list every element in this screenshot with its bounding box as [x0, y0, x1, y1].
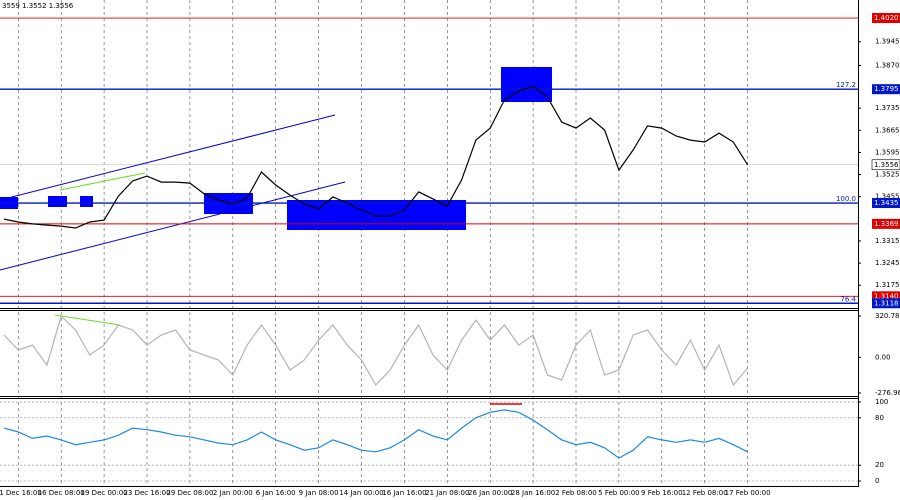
- y-tick-label: 1.3315: [875, 237, 900, 245]
- x-tick-label: 6 Jan 16:00: [256, 489, 296, 497]
- level-box: [872, 298, 900, 309]
- channel-line: [0, 181, 346, 271]
- level-label: 1.3369: [874, 220, 899, 228]
- x-tick-label: 17 Feb 00:00: [725, 489, 771, 497]
- y-tick-label: 1.3525: [875, 171, 900, 179]
- y-tick-label: 320.7896: [875, 312, 900, 320]
- level-box: [872, 291, 900, 302]
- x-tick-label: 5 Feb 00:00: [598, 489, 639, 497]
- frame: [0, 0, 859, 487]
- x-tick-label: 29 Dec 08:00: [166, 489, 213, 497]
- level-box: [872, 198, 900, 209]
- x-tick-label: 23 Dec 16:00: [123, 489, 170, 497]
- x-tick-label: 11 Dec 16:00: [0, 489, 42, 497]
- channel-line: [0, 114, 336, 201]
- level-label: 1.3140: [874, 292, 899, 300]
- x-tick-label: 16 Dec 08:00: [38, 489, 85, 497]
- y-tick-label: 1.3945: [875, 38, 900, 46]
- x-tick-label: 14 Jan 00:00: [339, 489, 383, 497]
- zone: [80, 196, 93, 207]
- series-line: [3, 314, 749, 387]
- level-box: [872, 84, 900, 95]
- fib-label: 76.4: [840, 295, 856, 303]
- y-tick-label: 1.3175: [875, 281, 900, 289]
- fib-label: 127.2: [836, 81, 856, 89]
- level-label: 1.4020: [874, 14, 899, 22]
- x-tick-label: 9 Feb 16:00: [641, 489, 682, 497]
- y-tick-label: 20: [875, 461, 884, 469]
- y-tick-label: 0.00: [875, 353, 891, 361]
- level-label: 1.3795: [874, 85, 899, 93]
- level-label: 1.3118: [874, 299, 899, 307]
- series-line: [3, 85, 749, 229]
- y-tick-label: 1.3870: [875, 61, 900, 69]
- x-tick-label: 12 Feb 08:00: [682, 489, 728, 497]
- divergence-line: [54, 314, 121, 326]
- y-tick-label: 100: [875, 398, 888, 406]
- fib-label: 100.0: [836, 195, 856, 203]
- y-tick-label: 1.3595: [875, 148, 900, 156]
- series-line: [3, 409, 748, 459]
- zone: [48, 196, 67, 207]
- current-price-box: [871, 159, 900, 171]
- x-tick-label: 16 Jan 16:00: [382, 489, 426, 497]
- divergence-line: [59, 172, 146, 191]
- x-tick-label: 2 Feb 08:00: [555, 489, 596, 497]
- data-layer: [0, 17, 858, 459]
- zone: [287, 200, 466, 230]
- y-tick-label: 1.3735: [875, 104, 900, 112]
- level-box: [872, 218, 900, 229]
- y-tick-label: 1.3245: [875, 259, 900, 267]
- level-label: 1.3435: [874, 199, 899, 207]
- current-price-label: 1.3556: [874, 161, 899, 169]
- y-tick-label: 0: [875, 477, 879, 485]
- y-tick-label: 1.3665: [875, 126, 900, 134]
- x-tick-label: 9 Jan 08:00: [299, 489, 339, 497]
- x-tick-label: 21 Jan 08:00: [425, 489, 469, 497]
- x-tick-label: 19 Dec 00:00: [81, 489, 128, 497]
- header-quote: 3559 1.3552 1.3556: [2, 2, 74, 10]
- grid: [0, 0, 858, 487]
- x-tick-label: 26 Jan 00:00: [468, 489, 512, 497]
- x-tick-label: 2 Jan 00:00: [213, 489, 253, 497]
- y-tick-label: -276.960: [875, 389, 900, 397]
- y-tick-label: 80: [875, 414, 884, 422]
- x-tick-label: 28 Jan 16:00: [511, 489, 555, 497]
- level-box: [872, 13, 900, 24]
- y-tick-label: 1.3455: [875, 193, 900, 201]
